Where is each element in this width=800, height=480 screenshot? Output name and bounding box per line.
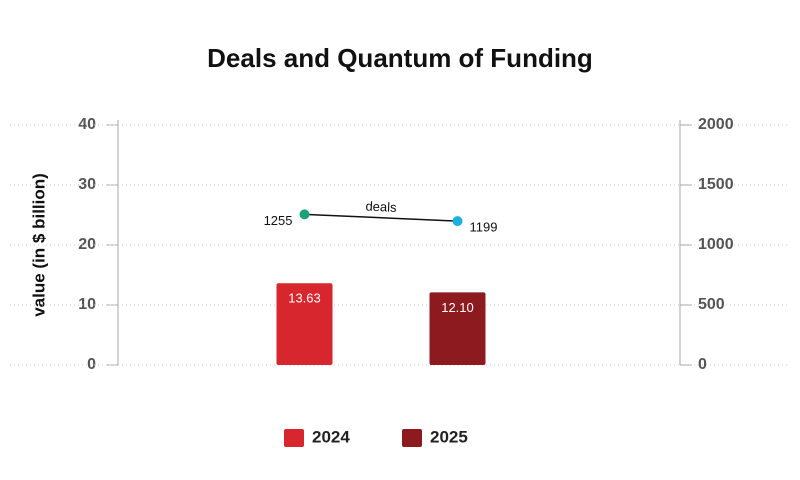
bar	[429, 292, 486, 365]
legend-label: 2025	[430, 427, 468, 446]
legend-swatch	[284, 429, 304, 447]
y2-tick-label: 500	[698, 296, 725, 313]
line	[304, 213, 458, 222]
legend-swatch	[402, 429, 422, 447]
y-tick-label: 40	[78, 116, 96, 133]
y2-tick-label: 2000	[698, 116, 734, 133]
point-label: 1255	[264, 213, 293, 228]
line-label: deals	[365, 199, 397, 215]
y-tick-label: 30	[78, 176, 96, 193]
y2-tick-label: 1000	[698, 236, 734, 253]
line-point	[452, 216, 463, 227]
y-tick-label: 10	[78, 296, 96, 313]
bar-value-label: 12.10	[441, 300, 474, 315]
line-point	[299, 209, 310, 220]
bar	[276, 283, 333, 365]
point-label: 1199	[470, 220, 498, 235]
y2-tick-label: 1500	[698, 176, 734, 193]
y-tick-label: 0	[87, 356, 96, 373]
bar-value-label: 13.63	[288, 291, 321, 306]
y2-tick-label: 0	[698, 356, 707, 373]
legend-label: 2024	[312, 427, 350, 446]
y-tick-label: 20	[78, 236, 96, 253]
chart-title: Deals and Quantum of Funding	[207, 43, 593, 73]
